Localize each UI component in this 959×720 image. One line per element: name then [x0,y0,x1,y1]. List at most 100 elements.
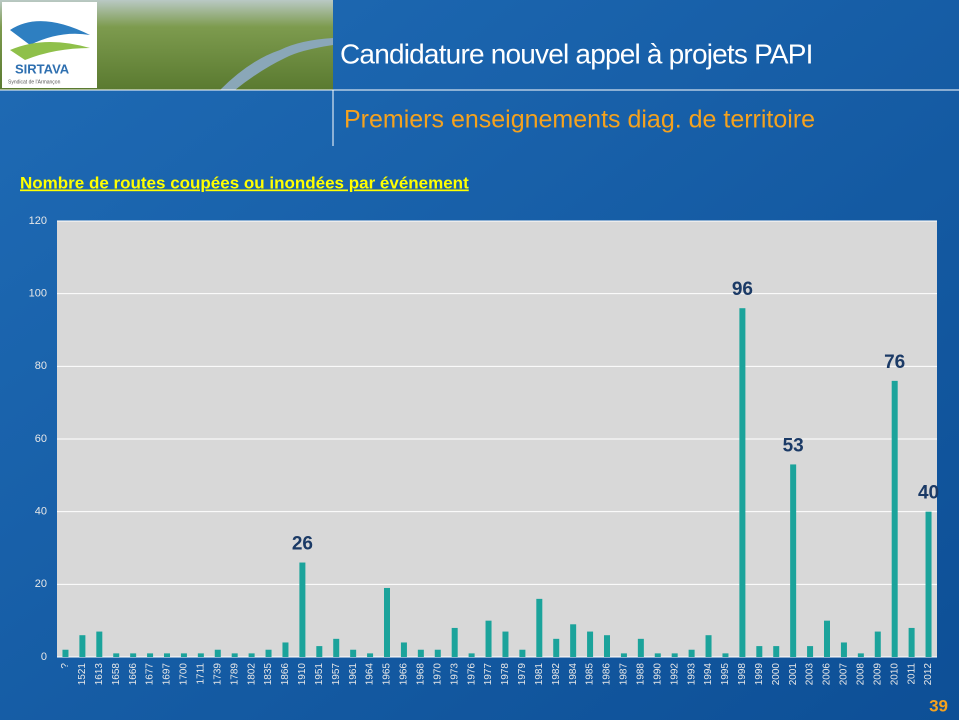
bar [536,598,543,657]
x-tick-label: 2012 [923,663,934,686]
bar [164,653,170,657]
x-tick-label: 1973 [449,663,460,686]
logo-subtitle: Syndicat de l'Armançon [8,79,61,85]
bar [807,646,814,657]
bar [197,653,204,657]
bar [874,631,881,657]
x-tick-label: 1711 [195,663,206,685]
x-tick-label: 1966 [399,663,410,686]
x-tick-label: 1521 [77,663,88,686]
y-tick-label: 20 [35,578,47,590]
slide-title: Candidature nouvel appel à projets PAPI [340,38,813,69]
x-tick-label: 1986 [602,663,613,686]
x-tick-label: 1957 [331,663,342,686]
data-label: 26 [292,534,313,555]
bar [688,649,695,657]
bar [282,642,289,657]
y-tick-label: 80 [35,360,47,372]
bar [925,511,932,657]
x-tick-label: 1951 [314,663,325,686]
bar [637,638,644,657]
x-tick-label: 2008 [855,663,866,686]
y-tick-label: 0 [41,651,47,663]
x-tick-label: 1697 [162,663,173,686]
bar [739,308,746,657]
x-tick-label: 1982 [551,663,562,686]
bar [790,464,797,657]
x-tick-label: 1835 [263,663,274,686]
x-tick-label: 1979 [517,663,528,686]
bar [417,649,424,657]
x-tick-label: 2003 [805,663,816,686]
page-number: 39 [929,696,948,715]
bar [468,653,475,657]
x-tick-label: 1984 [568,663,579,686]
x-tick-label: 1739 [212,663,223,686]
bar [773,646,780,657]
bar [248,653,255,657]
x-tick-label: 1988 [635,663,646,686]
x-tick-label: 2010 [889,663,900,686]
x-tick-label: 1995 [720,663,731,686]
x-tick-label: 1993 [686,663,697,686]
bar [587,631,594,657]
bar [553,638,560,657]
x-tick-label: 1700 [179,663,190,686]
bar [451,627,458,657]
x-tick-label: 1998 [737,663,748,686]
bar [485,620,492,657]
bar [434,649,441,657]
bar [824,620,830,657]
bar [130,653,137,657]
bar [756,646,763,657]
bar [147,653,154,657]
data-label: 76 [884,352,905,373]
x-tick-label: 2000 [771,663,782,686]
x-tick-label: 1968 [415,663,426,686]
data-label: 40 [918,483,939,504]
data-label: 53 [783,435,804,456]
x-tick-label: 1978 [500,663,511,686]
bar [671,653,678,657]
bar [316,646,323,657]
x-tick-label: 1802 [246,663,257,686]
x-tick-label: 1992 [669,663,680,686]
bar [79,635,86,657]
chart-title: Nombre de routes coupées ou inondées par… [20,173,469,192]
bar [333,638,340,657]
bar [231,653,238,657]
bar [570,624,577,657]
bar [96,631,103,657]
x-tick-label: 1658 [111,663,122,686]
y-tick-label: 120 [29,215,47,227]
x-tick-label: 1666 [128,663,139,686]
bar [214,649,221,657]
y-tick-label: 40 [35,506,47,518]
x-tick-label: 1976 [466,663,477,686]
bar [265,649,272,657]
logo-name: SIRTAVA [15,61,70,76]
x-tick-label: ? [60,663,71,669]
slide-subtitle: Premiers enseignements diag. de territoi… [344,106,815,134]
x-tick-label: 1866 [280,663,291,686]
bar [722,653,729,657]
bar [113,653,120,657]
bar [502,631,509,657]
x-tick-label: 1789 [229,663,240,686]
bar [891,380,898,657]
bar [367,653,374,657]
bar [857,653,864,657]
x-tick-label: 1965 [382,663,393,686]
x-tick-label: 2007 [839,663,850,686]
bar [705,635,712,657]
bar [654,653,661,657]
x-tick-label: 1613 [94,663,105,686]
bar [620,653,627,657]
bar [62,649,69,657]
bar [519,649,526,657]
x-tick-label: 2009 [872,663,883,686]
bar [180,653,187,657]
x-tick-label: 1977 [483,663,494,686]
x-tick-label: 1994 [703,663,714,686]
header-image: SIRTAVA Syndicat de l'Armançon [0,0,333,90]
